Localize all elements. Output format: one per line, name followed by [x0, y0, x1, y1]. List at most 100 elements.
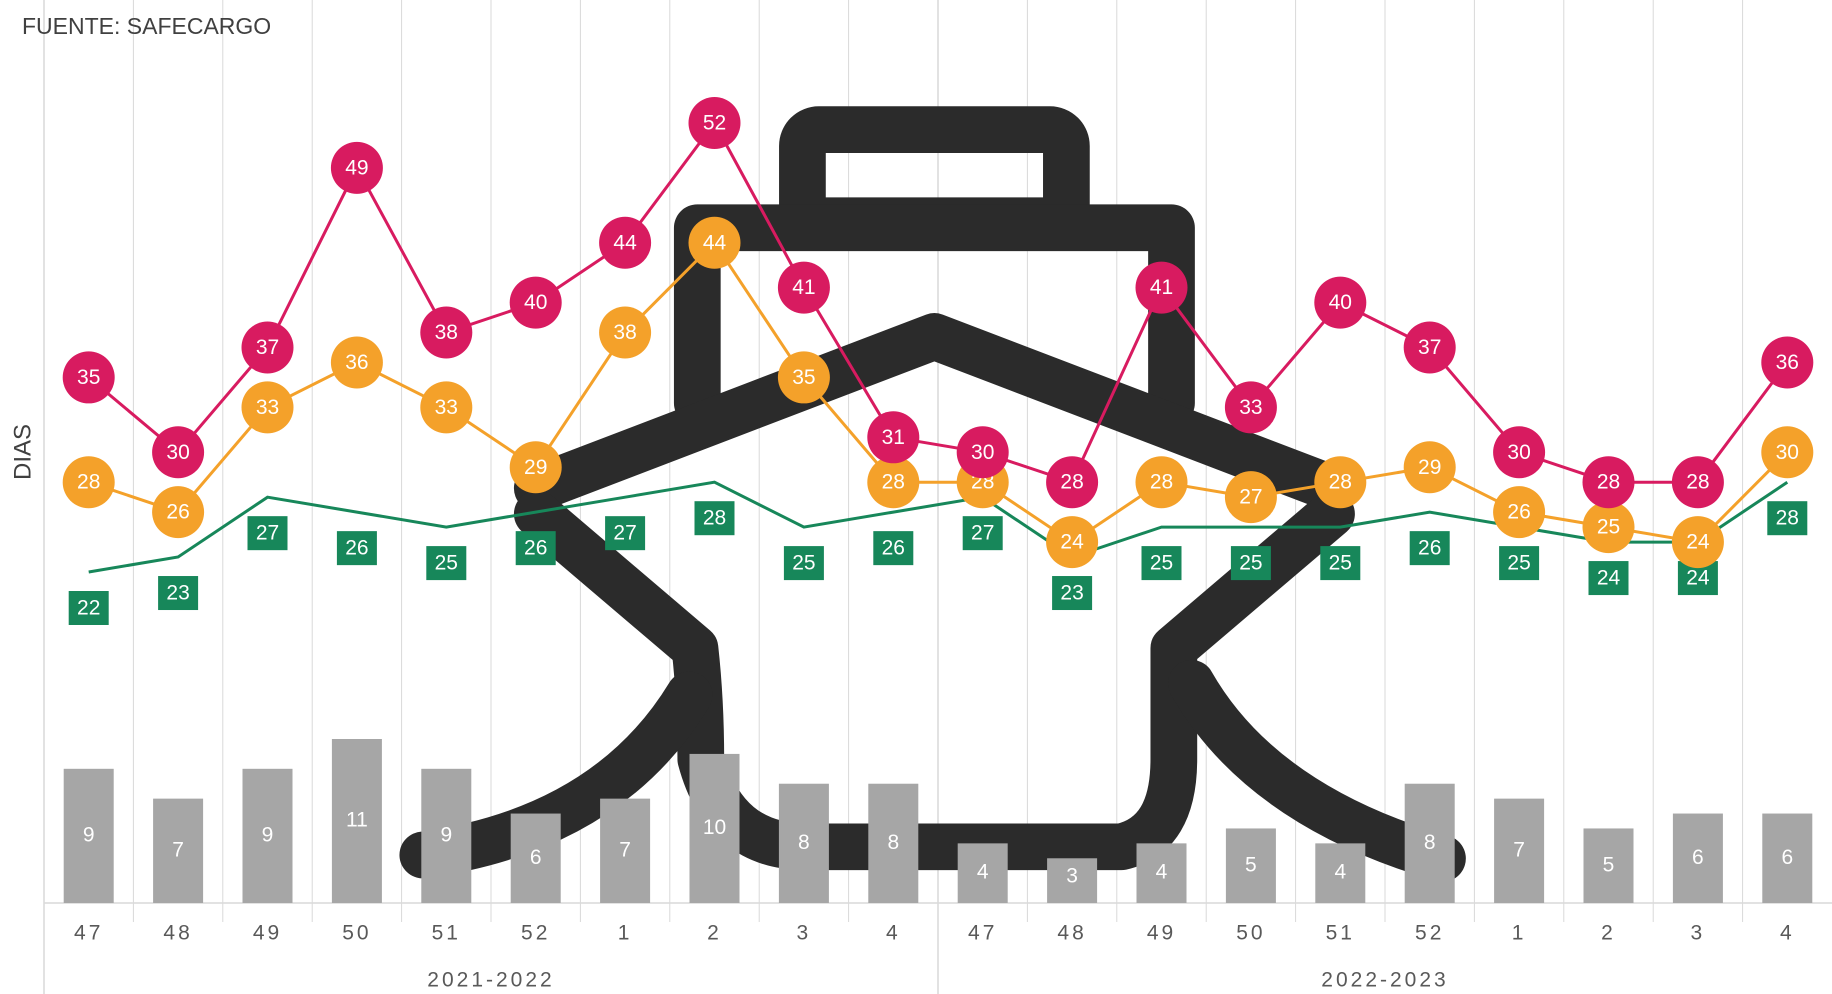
x-tick-label: 4 — [886, 922, 901, 945]
marker — [420, 381, 473, 434]
bar — [510, 813, 561, 903]
data-label: 24 — [1686, 531, 1710, 554]
bar-label: 8 — [887, 831, 899, 854]
data-label: 28 — [1060, 471, 1083, 494]
label-box — [1230, 546, 1271, 581]
x-tick-label: 2 — [707, 922, 722, 945]
marker — [777, 261, 830, 314]
data-label: 37 — [256, 336, 279, 359]
data-label: 30 — [166, 441, 189, 464]
bar — [1494, 798, 1545, 903]
bar — [1136, 843, 1187, 903]
data-label: 31 — [882, 426, 905, 449]
x-tick-label: 1 — [618, 922, 633, 945]
data-label: 24 — [1686, 567, 1710, 590]
label-box — [873, 531, 914, 566]
y-axis-label: DIAS — [9, 424, 36, 480]
marker — [1761, 426, 1814, 479]
bar — [600, 798, 651, 903]
label-box — [962, 516, 1003, 551]
bar — [957, 843, 1008, 903]
data-label: 28 — [882, 471, 905, 494]
data-label: 33 — [435, 396, 458, 419]
data-label: 26 — [524, 537, 547, 560]
x-tick-label: 50 — [342, 922, 371, 945]
data-label: 44 — [613, 231, 637, 254]
data-label: 24 — [1597, 567, 1621, 590]
bar — [1315, 843, 1366, 903]
bar — [1672, 813, 1723, 903]
data-label: 35 — [77, 366, 100, 389]
data-label: 29 — [524, 456, 547, 479]
marker — [62, 351, 115, 404]
x-tick-label: 49 — [1147, 922, 1176, 945]
data-label: 26 — [345, 537, 368, 560]
data-label: 52 — [703, 112, 726, 135]
label-box — [1409, 531, 1450, 566]
data-label: 30 — [971, 441, 994, 464]
bar — [242, 768, 293, 903]
bar — [331, 739, 382, 903]
data-label: 24 — [1060, 531, 1084, 554]
marker — [1582, 501, 1635, 554]
data-label: 41 — [1150, 276, 1173, 299]
bar — [689, 753, 740, 903]
x-tick-label: 48 — [163, 922, 192, 945]
bar-label: 6 — [1692, 846, 1704, 869]
data-label: 35 — [792, 366, 815, 389]
data-label: 37 — [1418, 336, 1441, 359]
x-tick-label: 52 — [521, 922, 550, 945]
bar-label: 11 — [346, 809, 368, 832]
marker — [1493, 486, 1546, 539]
bar — [153, 798, 204, 903]
label-box — [694, 501, 735, 536]
data-label: 28 — [1150, 471, 1173, 494]
bar — [63, 768, 114, 903]
marks: 9 7 9 11 9 6 7 10 8 8 4 3 4 5 4 8 7 5 6 6 22 23 27 26 25 26 27 28 25… — [62, 97, 1814, 903]
label-box — [1588, 561, 1629, 596]
label-box — [426, 546, 467, 581]
data-label: 25 — [1597, 516, 1620, 539]
bar-label: 9 — [262, 823, 274, 846]
label-box — [158, 576, 199, 611]
data-label: 41 — [792, 276, 815, 299]
marker — [1761, 336, 1814, 389]
data-label: 40 — [1329, 291, 1352, 314]
marker — [1582, 456, 1635, 509]
bar-label: 4 — [977, 861, 989, 884]
bar — [1404, 783, 1455, 903]
data-label: 28 — [1597, 471, 1620, 494]
marker — [509, 441, 562, 494]
marker — [1403, 441, 1456, 494]
data-label: 23 — [166, 582, 189, 605]
bar-label: 7 — [1513, 838, 1525, 861]
data-label: 38 — [435, 321, 458, 344]
marker — [688, 216, 741, 269]
bar-label: 8 — [1424, 831, 1436, 854]
marker — [1135, 456, 1188, 509]
bar — [1762, 813, 1813, 903]
marker — [867, 456, 920, 509]
data-label: 33 — [256, 396, 279, 419]
data-label: 27 — [971, 522, 994, 545]
bar-label: 7 — [619, 838, 631, 861]
x-tick-label: 47 — [74, 922, 103, 945]
x-tick-label: 1 — [1512, 922, 1527, 945]
label-box — [1320, 546, 1361, 581]
data-label: 25 — [1329, 552, 1352, 575]
data-label: 36 — [345, 351, 368, 374]
x-tick-label: 50 — [1236, 922, 1265, 945]
data-label: 25 — [1239, 552, 1262, 575]
marker — [330, 336, 383, 389]
marker — [688, 97, 741, 149]
bar-label: 5 — [1245, 853, 1257, 876]
data-label: 44 — [703, 231, 727, 254]
label-box — [783, 546, 824, 581]
marker — [1671, 456, 1724, 509]
group-label: 2022-2023 — [1321, 969, 1448, 992]
data-label: 38 — [613, 321, 636, 344]
marker — [152, 426, 205, 479]
bar-label: 4 — [1334, 861, 1346, 884]
data-label: 28 — [1686, 471, 1709, 494]
marker — [152, 486, 205, 539]
